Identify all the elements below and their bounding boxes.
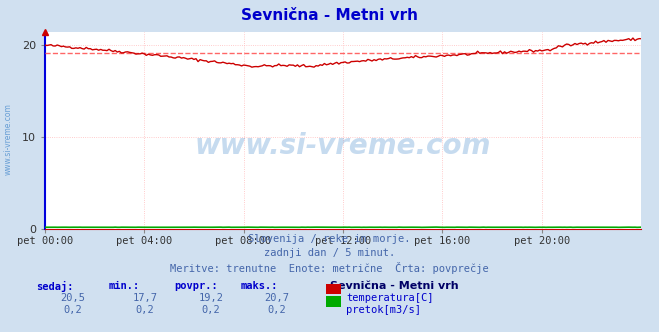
Text: maks.:: maks.:	[241, 281, 278, 290]
Text: 0,2: 0,2	[63, 305, 82, 315]
Text: Meritve: trenutne  Enote: metrične  Črta: povprečje: Meritve: trenutne Enote: metrične Črta: …	[170, 262, 489, 274]
Text: 0,2: 0,2	[136, 305, 154, 315]
Text: 20,5: 20,5	[60, 293, 85, 303]
Text: sedaj:: sedaj:	[36, 281, 74, 291]
Text: www.si-vreme.com: www.si-vreme.com	[4, 104, 13, 175]
Text: 20,7: 20,7	[264, 293, 289, 303]
Text: povpr.:: povpr.:	[175, 281, 218, 290]
Text: temperatura[C]: temperatura[C]	[346, 293, 434, 303]
Text: zadnji dan / 5 minut.: zadnji dan / 5 minut.	[264, 248, 395, 258]
Text: 0,2: 0,2	[268, 305, 286, 315]
Text: 17,7: 17,7	[132, 293, 158, 303]
Text: pretok[m3/s]: pretok[m3/s]	[346, 305, 421, 315]
Text: min.:: min.:	[109, 281, 140, 290]
Text: www.si-vreme.com: www.si-vreme.com	[195, 132, 491, 160]
Text: 0,2: 0,2	[202, 305, 220, 315]
Text: Sevnična - Metni vrh: Sevnična - Metni vrh	[241, 8, 418, 23]
Text: Slovenija / reke in morje.: Slovenija / reke in morje.	[248, 234, 411, 244]
Text: Sevnična - Metni vrh: Sevnična - Metni vrh	[330, 281, 458, 290]
Text: 19,2: 19,2	[198, 293, 223, 303]
